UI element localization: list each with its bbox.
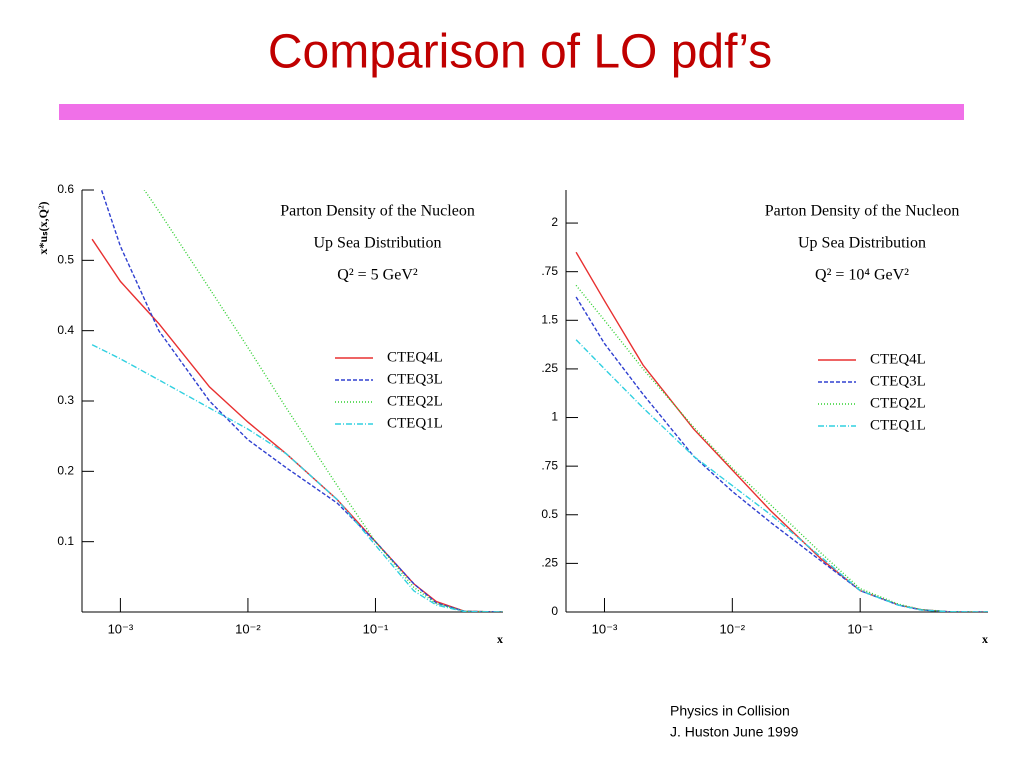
legend-label: CTEQ3L [387,371,443,387]
annotation: Q² = 5 GeV² [337,267,418,284]
y-tick-label: 1.5 [541,312,558,326]
x-tick-label: 10⁻¹ [847,621,873,636]
footer-line: Physics in Collision [670,703,790,719]
legend-label: CTEQ4L [870,351,926,367]
legend-label: CTEQ4L [387,349,443,365]
y-tick-label: 0.4 [57,323,74,337]
annotation: Q² = 10⁴ GeV² [815,267,909,284]
x-tick-label: 10⁻³ [592,621,618,636]
panel [525,172,995,650]
series-line [143,190,503,612]
y-tick-label: .75 [541,264,558,278]
annotation: Parton Density of the Nucleon [765,203,960,220]
y-tick-label: .25 [541,361,558,375]
y-tick-label: 0.5 [57,253,74,267]
title-bar [59,104,964,120]
legend-label: CTEQ3L [870,373,926,389]
series-line [91,344,503,612]
legend-label: CTEQ1L [387,415,443,431]
y-tick-label: 2 [551,215,558,229]
x-axis-label: x [497,632,503,646]
y-tick-label: 0.2 [57,464,74,478]
y-tick-label: 0.5 [541,507,558,521]
legend-label: CTEQ2L [387,393,443,409]
y-tick-label: 1 [551,410,558,424]
series-line [575,339,988,612]
legend-label: CTEQ1L [870,417,926,433]
y-tick-label: .25 [541,556,558,570]
x-tick-label: 10⁻² [719,621,745,636]
legend-label: CTEQ2L [870,395,926,411]
y-tick-label: .75 [541,458,558,472]
series-line [575,284,988,612]
annotation: Up Sea Distribution [798,235,926,252]
y-tick-label: 0 [551,604,558,618]
x-tick-label: 10⁻¹ [363,621,389,636]
panel [40,172,510,650]
y-tick-label: 0.6 [57,182,74,196]
y-tick-label: 0.1 [57,534,74,548]
annotation: Parton Density of the Nucleon [280,203,475,220]
x-tick-label: 10⁻² [235,621,261,636]
y-axis-label: x*uₛ(x,Q²) [36,201,50,254]
y-tick-label: 0.3 [57,393,74,407]
slide-title: Comparison of LO pdf’s [268,26,772,79]
x-tick-label: 10⁻³ [108,621,134,636]
annotation: Up Sea Distribution [314,235,442,252]
x-axis-label: x [982,632,988,646]
footer-line: J. Huston June 1999 [670,724,799,740]
